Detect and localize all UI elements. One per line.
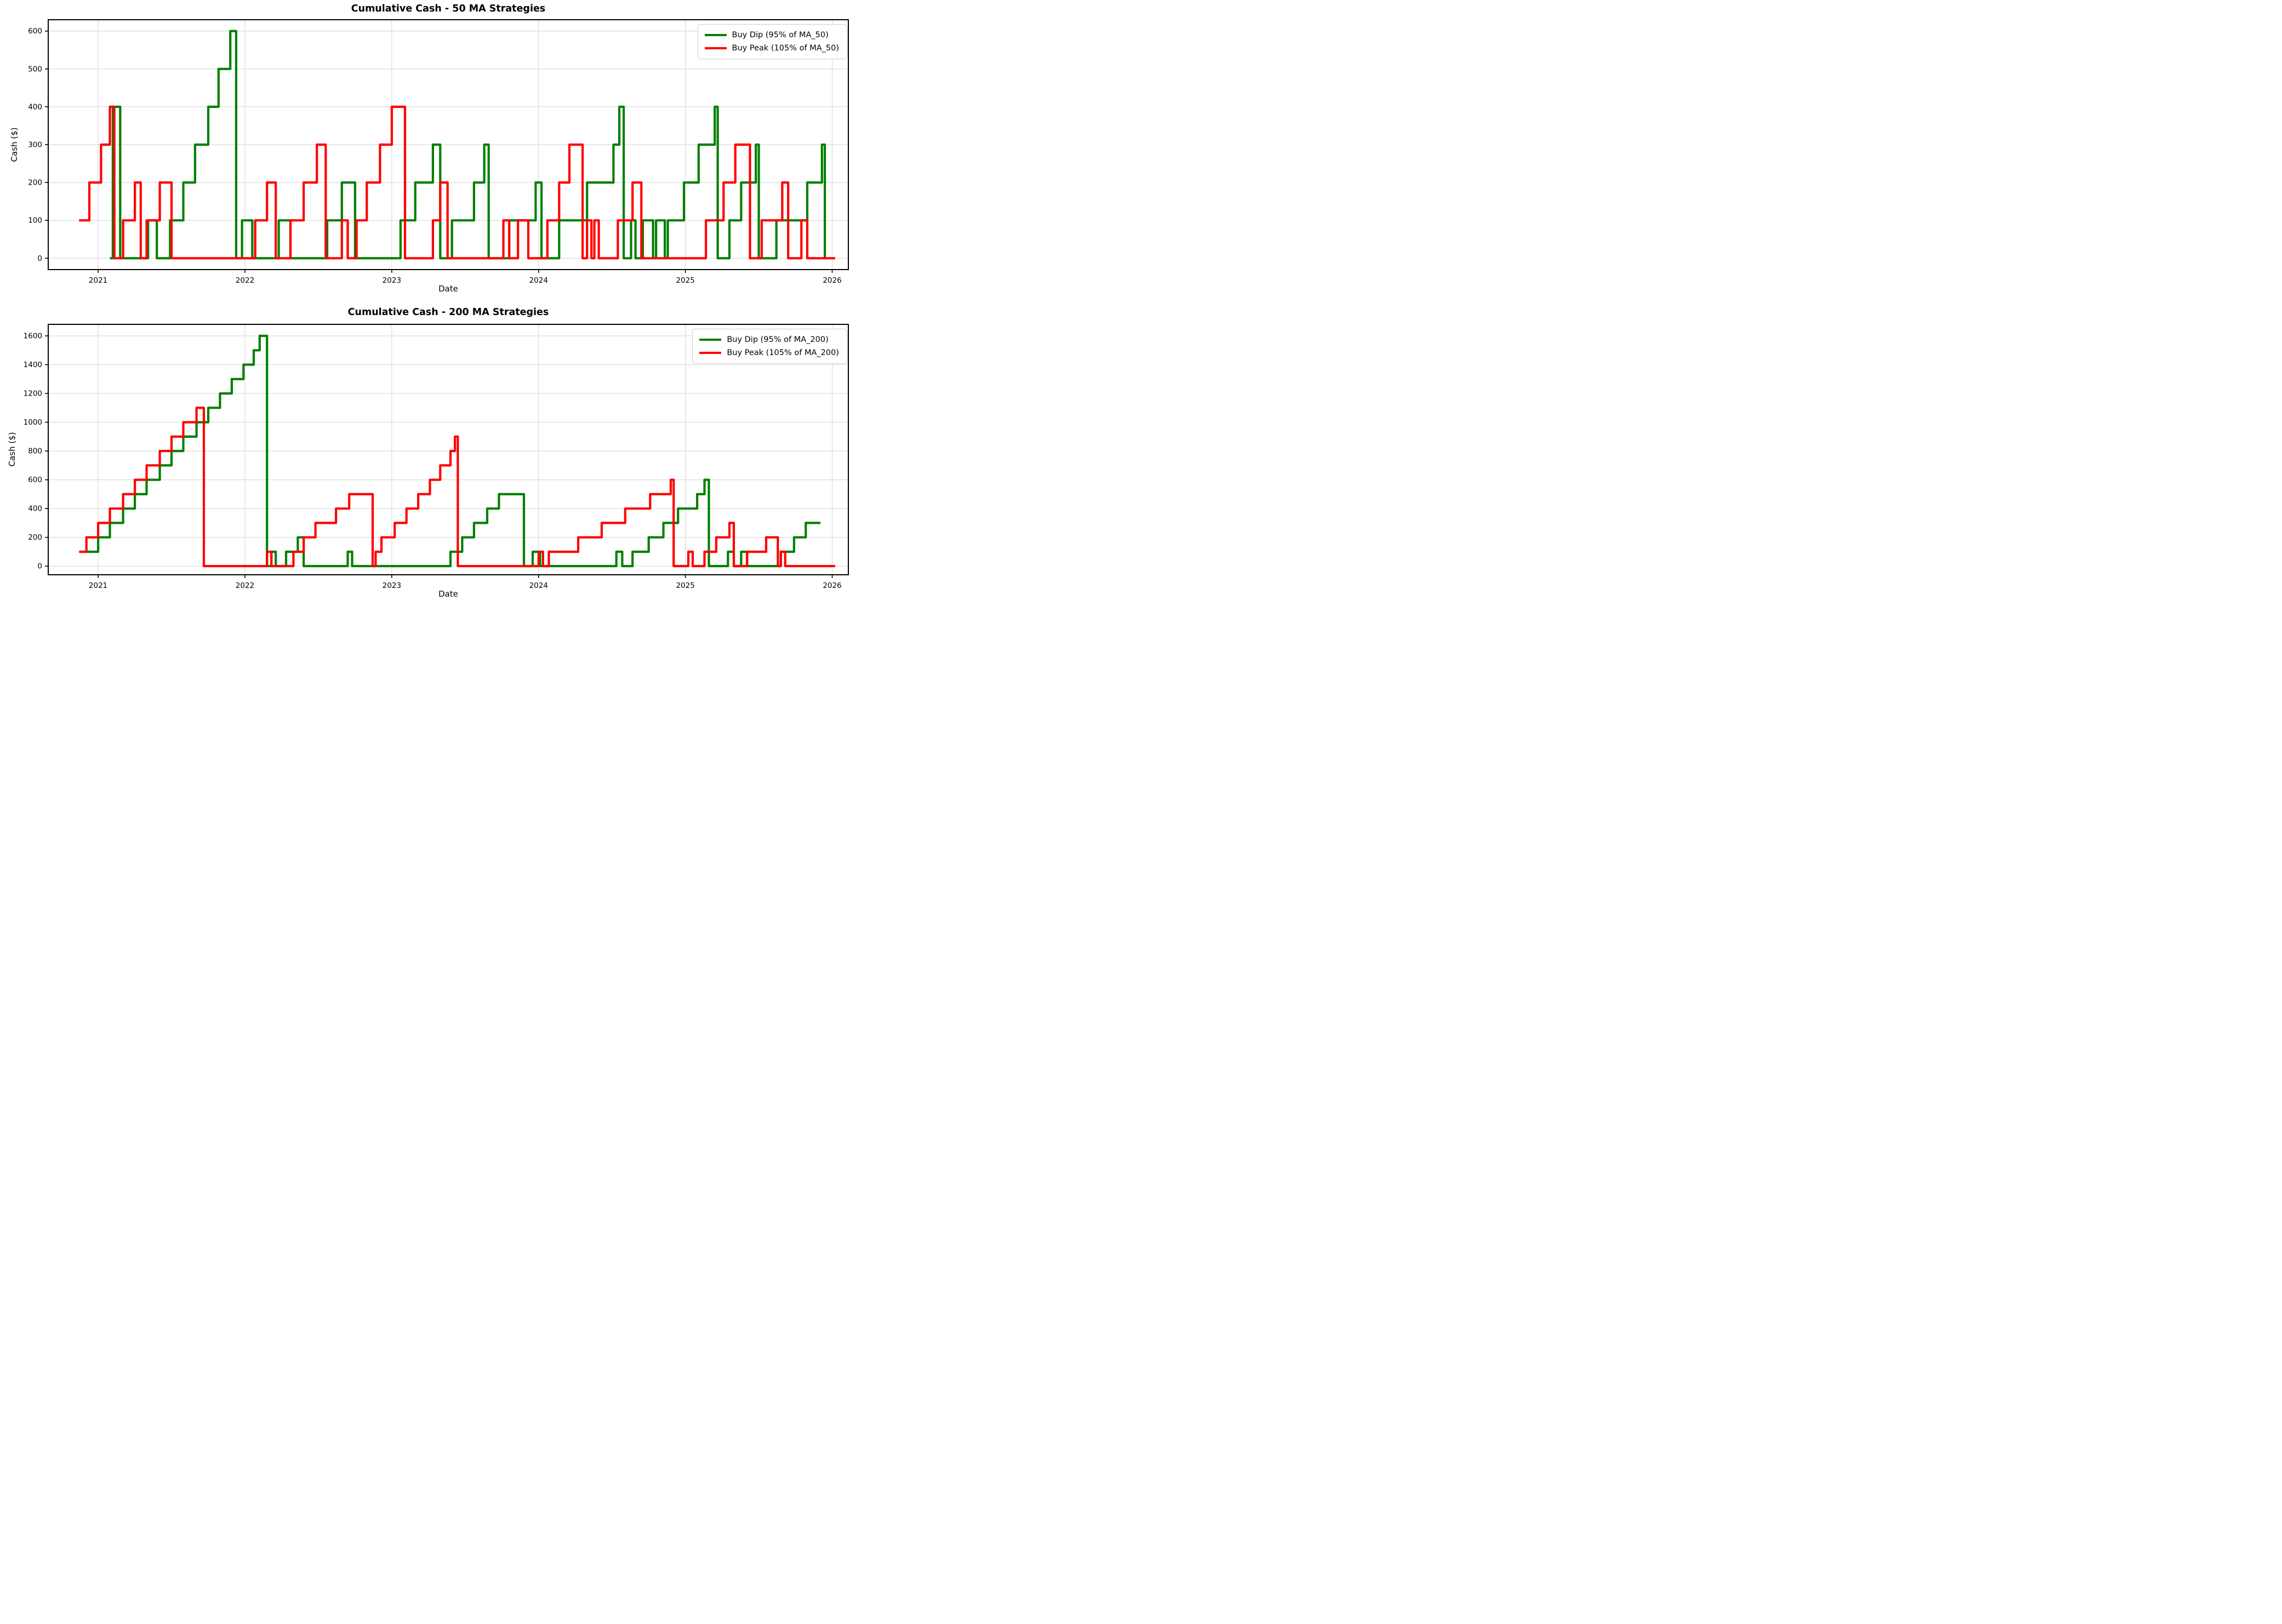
y-tick-label: 500 bbox=[28, 65, 42, 73]
legend-swatch-red-icon bbox=[704, 47, 727, 49]
chart-canvas-50ma: 2021 2022 2023 2024 2025 2026 0 100 200 300 400 500… bbox=[28, 19, 849, 285]
x-tick-label: 2026 bbox=[823, 581, 841, 590]
y-tick-label: 800 bbox=[28, 447, 42, 456]
legend-item-buy-dip-50: Buy Dip (95% of MA_50) bbox=[704, 28, 839, 42]
legend-200ma: Buy Dip (95% of MA_200) Buy Peak (105% o… bbox=[692, 329, 847, 364]
y-tick-label: 200 bbox=[28, 533, 42, 542]
x-tick-label: 2021 bbox=[89, 581, 107, 590]
x-tick-label: 2026 bbox=[823, 276, 841, 285]
x-tick-label: 2022 bbox=[236, 581, 254, 590]
legend-item-buy-peak-200: Buy Peak (105% of MA_200) bbox=[699, 346, 839, 359]
x-tick-label: 2022 bbox=[236, 276, 254, 285]
y-axis-label-200ma: Cash ($) bbox=[7, 432, 17, 467]
y-tick-label: 1600 bbox=[24, 332, 42, 341]
y-tick-label: 200 bbox=[28, 179, 42, 187]
x-tick-label: 2025 bbox=[676, 581, 694, 590]
chart-title-200ma: Cumulative Cash - 200 MA Strategies bbox=[347, 307, 549, 318]
y-tick-label: 400 bbox=[28, 505, 42, 513]
y-tick-label: 100 bbox=[28, 216, 42, 225]
legend-item-buy-peak-50: Buy Peak (105% of MA_50) bbox=[704, 42, 839, 55]
x-axis-label-200ma: Date bbox=[438, 589, 458, 599]
x-tick-label: 2025 bbox=[676, 276, 694, 285]
legend-50ma: Buy Dip (95% of MA_50) Buy Peak (105% of… bbox=[697, 24, 847, 59]
legend-swatch-red-icon bbox=[699, 352, 722, 354]
legend-label: Buy Peak (105% of MA_200) bbox=[727, 348, 839, 357]
legend-label: Buy Dip (95% of MA_50) bbox=[732, 31, 829, 39]
chart-title-50ma: Cumulative Cash - 50 MA Strategies bbox=[351, 3, 546, 14]
figure: Cumulative Cash - 50 MA Strategies Cash … bbox=[0, 0, 855, 609]
y-tick-label: 1200 bbox=[24, 390, 42, 398]
y-tick-label: 400 bbox=[28, 102, 42, 111]
legend-label: Buy Dip (95% of MA_200) bbox=[727, 335, 829, 344]
x-tick-label: 2023 bbox=[383, 581, 401, 590]
y-tick-label: 0 bbox=[37, 562, 42, 571]
legend-label: Buy Peak (105% of MA_50) bbox=[732, 44, 839, 53]
y-tick-label: 1000 bbox=[24, 418, 42, 427]
x-tick-label: 2024 bbox=[529, 276, 548, 285]
y-tick-label: 300 bbox=[28, 141, 42, 150]
legend-item-buy-dip-200: Buy Dip (95% of MA_200) bbox=[699, 333, 839, 346]
x-tick-label: 2024 bbox=[529, 581, 548, 590]
y-tick-label: 600 bbox=[28, 27, 42, 36]
y-tick-label: 1400 bbox=[24, 361, 42, 369]
x-axis-label-50ma: Date bbox=[438, 284, 458, 294]
x-tick-label: 2023 bbox=[383, 276, 401, 285]
legend-swatch-green-icon bbox=[699, 339, 722, 341]
y-tick-label: 600 bbox=[28, 476, 42, 484]
legend-swatch-green-icon bbox=[704, 34, 727, 36]
x-tick-label: 2021 bbox=[89, 276, 107, 285]
y-tick-label: 0 bbox=[37, 254, 42, 263]
y-axis-label-50ma: Cash ($) bbox=[9, 127, 19, 162]
chart-canvas-200ma: 2021 2022 2023 2024 2025 2026 0 200 400 600 800 100… bbox=[24, 324, 849, 590]
